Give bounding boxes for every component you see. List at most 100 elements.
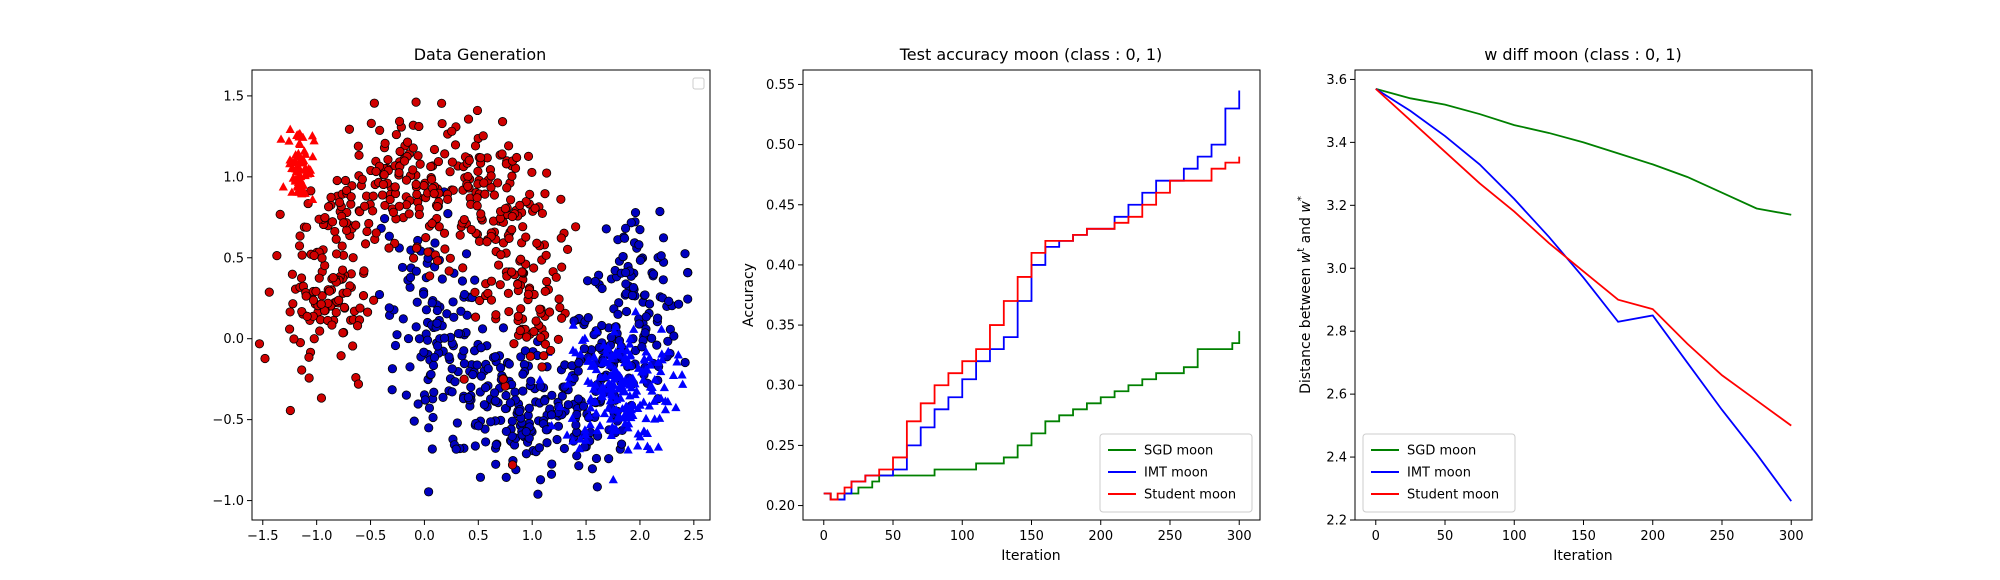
scatter-point-class-1	[597, 283, 607, 294]
triangle-point-class-1	[625, 360, 635, 369]
y-axis-ticks: 0.20 0.25 0.30 0.35 0.40 0.45 0.50 0.55	[766, 78, 803, 514]
scatter-point-class-1	[680, 357, 690, 368]
scatter-point-class-0	[394, 116, 405, 126]
scatter-point-class-0	[297, 365, 307, 375]
scatter-point-class-0	[557, 262, 567, 272]
triangle-point-class-1	[605, 370, 615, 380]
scatter-point-class-0	[275, 209, 285, 219]
triangle-point-class-1	[627, 400, 637, 409]
triangle-point-class-0	[284, 136, 294, 145]
scatter-point-class-0	[479, 178, 489, 188]
scatter-point-class-0	[371, 228, 381, 238]
scatter-point-class-1	[621, 267, 631, 278]
chart-title: Data Generation	[414, 45, 547, 64]
scatter-point-class-1	[620, 223, 631, 233]
scatter-point-class-1	[621, 279, 631, 289]
triangle-point-class-1	[596, 385, 606, 394]
triangle-point-class-1	[673, 350, 683, 359]
scatter-point-class-1	[635, 255, 645, 265]
scatter-point-class-0	[502, 183, 512, 193]
scatter-point-class-0	[507, 267, 517, 277]
scatter-point-class-1	[601, 224, 611, 234]
triangle-point-class-1	[656, 324, 667, 333]
scatter-point-class-0	[289, 334, 299, 344]
triangle-point-class-1	[631, 306, 641, 316]
triangle-point-class-1	[644, 401, 655, 410]
triangle-point-class-1	[650, 375, 660, 384]
scatter-point-class-1	[424, 403, 435, 413]
triangle-point-class-1	[581, 435, 591, 444]
scatter-point-class-1	[409, 416, 419, 426]
scatter-point-class-0	[364, 218, 374, 229]
scatter-point-class-0	[473, 166, 483, 176]
scatter-point-class-0	[429, 144, 440, 155]
triangle-point-class-1	[567, 413, 577, 422]
y-tick-label: 0.30	[766, 379, 795, 394]
scatter-point-class-0	[408, 165, 418, 175]
scatter-point-class-0	[341, 185, 352, 196]
legend-label: Student moon	[1407, 488, 1499, 503]
scatter-point-class-1	[683, 268, 693, 278]
scatter-point-class-0	[495, 280, 505, 290]
scatter-point-class-0	[411, 243, 422, 253]
scatter-point-class-0	[447, 157, 457, 167]
triangle-point-class-1	[615, 393, 626, 402]
triangle-point-class-1	[580, 425, 590, 434]
triangle-point-class-1	[625, 374, 635, 384]
x-axis-ticks: −1.5 −1.0 −0.5 0.0 0.5 1.0 1.5 2.0 2.5	[247, 520, 704, 544]
scatter-point-class-0	[504, 141, 514, 151]
scatter-point-class-0	[555, 302, 565, 313]
scatter-point-class-1	[504, 359, 514, 369]
scatter-point-class-1	[535, 475, 546, 485]
triangle-point-class-1	[625, 350, 636, 359]
x-axis-ticks: 0 50 100 150 200 250 300	[820, 520, 1252, 544]
chart-title: w diff moon (class : 0, 1)	[1484, 45, 1682, 64]
scatter-point-class-0	[432, 202, 442, 212]
scatter-point-class-0	[516, 254, 526, 264]
scatter-point-class-0	[309, 250, 319, 261]
scatter-point-class-0	[525, 351, 536, 361]
triangle-point-class-1	[659, 382, 669, 392]
scatter-point-class-0	[553, 334, 563, 344]
scatter-point-class-0	[493, 260, 504, 270]
scatter-point-class-1	[470, 275, 480, 285]
scatter-point-class-0	[513, 279, 523, 289]
triangle-point-class-1	[590, 380, 601, 389]
scatter-point-class-0	[360, 239, 371, 249]
scatter-point-class-0	[507, 211, 517, 222]
x-axis-ticks: 0 50 100 150 200 250 300	[1372, 520, 1804, 544]
triangle-point-class-1	[618, 412, 629, 422]
legend-label: SGD moon	[1144, 444, 1213, 459]
scatter-point-class-1	[392, 330, 402, 340]
scatter-point-class-0	[285, 307, 295, 317]
scatter-point-class-0	[371, 166, 381, 177]
scatter-point-class-1	[574, 461, 584, 471]
scatter-point-class-1	[559, 443, 569, 454]
scatter-point-class-0	[500, 203, 511, 214]
scatter-point-class-0	[472, 201, 482, 211]
scatter-point-class-1	[507, 431, 517, 441]
scatter-point-class-1	[466, 382, 476, 392]
scatter-point-class-1	[597, 320, 607, 331]
triangle-point-class-0	[290, 155, 300, 164]
chart-title: Test accuracy moon (class : 0, 1)	[899, 45, 1163, 64]
scatter-point-class-0	[571, 222, 581, 232]
scatter-point-class-0	[264, 287, 274, 297]
x-tick-label: 150	[1571, 529, 1596, 544]
scatter-point-class-0	[515, 325, 525, 336]
scatter-point-class-0	[439, 228, 450, 238]
empty-legend-box	[692, 77, 705, 90]
scatter-point-class-1	[387, 364, 398, 374]
scatter-point-class-0	[285, 405, 295, 416]
x-tick-label: 50	[1437, 529, 1454, 544]
x-tick-label: 0	[1372, 529, 1380, 544]
x-tick-label: 250	[1710, 529, 1735, 544]
scatter-point-class-1	[634, 319, 644, 329]
scatter-point-class-0	[404, 209, 414, 219]
series-line-imt-moon	[1375, 88, 1792, 502]
legend-label: SGD moon	[1407, 444, 1476, 459]
triangle-point-class-1	[591, 364, 601, 374]
scatter-point-class-0	[285, 324, 295, 334]
scatter-point-class-1	[413, 399, 423, 409]
scatter-point-class-0	[338, 328, 348, 338]
